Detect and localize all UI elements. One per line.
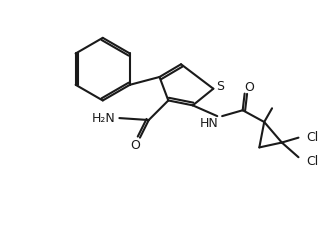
- Text: O: O: [245, 81, 255, 94]
- Text: HN: HN: [200, 117, 219, 130]
- Text: O: O: [130, 139, 140, 152]
- Text: H₂N: H₂N: [92, 112, 115, 125]
- Text: Cl: Cl: [306, 155, 319, 168]
- Text: Cl: Cl: [306, 131, 319, 144]
- Text: S: S: [216, 80, 224, 93]
